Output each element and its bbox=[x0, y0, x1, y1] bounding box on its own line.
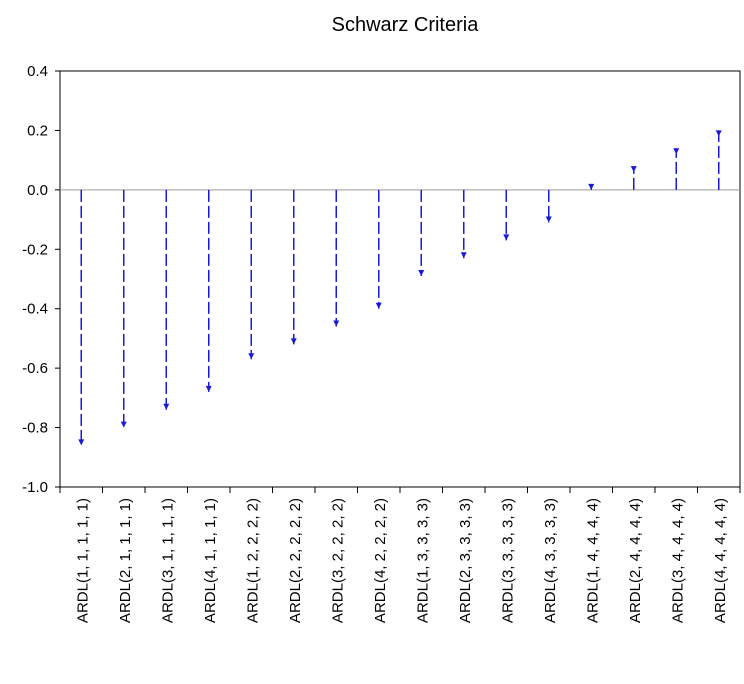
category-label: ARDL(4, 3, 3, 3, 3) bbox=[542, 498, 559, 623]
data-point bbox=[205, 385, 212, 392]
y-tick-label: -0.8 bbox=[22, 420, 48, 437]
data-point bbox=[375, 302, 382, 309]
y-tick-label: -0.6 bbox=[22, 360, 48, 377]
category-label: ARDL(4, 4, 4, 4, 4) bbox=[712, 498, 729, 623]
category-label: ARDL(1, 2, 2, 2, 2) bbox=[244, 498, 261, 623]
data-point bbox=[333, 320, 340, 327]
data-point bbox=[290, 338, 297, 345]
y-tick-label: -0.4 bbox=[22, 301, 48, 318]
y-tick-label: 0.0 bbox=[27, 182, 48, 199]
category-label: ARDL(3, 1, 1, 1, 1) bbox=[159, 498, 176, 623]
category-label: ARDL(1, 1, 1, 1, 1) bbox=[74, 498, 91, 623]
data-point bbox=[248, 353, 255, 360]
data-point bbox=[78, 439, 85, 446]
category-label: ARDL(3, 2, 2, 2, 2) bbox=[329, 498, 346, 623]
data-point bbox=[163, 403, 170, 410]
y-tick-label: -0.2 bbox=[22, 241, 48, 258]
y-tick-label: 0.4 bbox=[27, 63, 48, 80]
data-point bbox=[460, 252, 467, 259]
category-label: ARDL(4, 2, 2, 2, 2) bbox=[372, 498, 389, 623]
category-label: ARDL(2, 3, 3, 3, 3) bbox=[457, 498, 474, 623]
category-label: ARDL(2, 4, 4, 4, 4) bbox=[627, 498, 644, 623]
y-tick-label: 0.2 bbox=[27, 122, 48, 139]
plot-frame bbox=[59, 70, 741, 488]
category-label: ARDL(3, 3, 3, 3, 3) bbox=[499, 498, 516, 623]
category-label: ARDL(2, 1, 1, 1, 1) bbox=[117, 498, 134, 623]
data-point bbox=[120, 421, 127, 428]
data-point bbox=[630, 166, 637, 173]
category-label: ARDL(1, 3, 3, 3, 3) bbox=[414, 498, 431, 623]
category-label: ARDL(4, 1, 1, 1, 1) bbox=[202, 498, 219, 623]
y-tick-label: -1.0 bbox=[22, 479, 48, 496]
data-point bbox=[715, 130, 722, 137]
data-point bbox=[588, 183, 595, 190]
category-label: ARDL(1, 4, 4, 4, 4) bbox=[584, 498, 601, 623]
category-label: ARDL(3, 4, 4, 4, 4) bbox=[669, 498, 686, 623]
chart-title: Schwarz Criteria bbox=[332, 14, 480, 36]
data-point bbox=[503, 234, 510, 241]
data-point bbox=[673, 148, 680, 155]
data-point bbox=[545, 216, 552, 223]
category-label: ARDL(2, 2, 2, 2, 2) bbox=[287, 498, 304, 623]
plot-area: 0.4 0.2 0.0 -0.2 -0.4 -0.6 -0.8 -1.0 ARDL(1, 1, … bbox=[22, 63, 741, 623]
data-point bbox=[418, 270, 425, 277]
